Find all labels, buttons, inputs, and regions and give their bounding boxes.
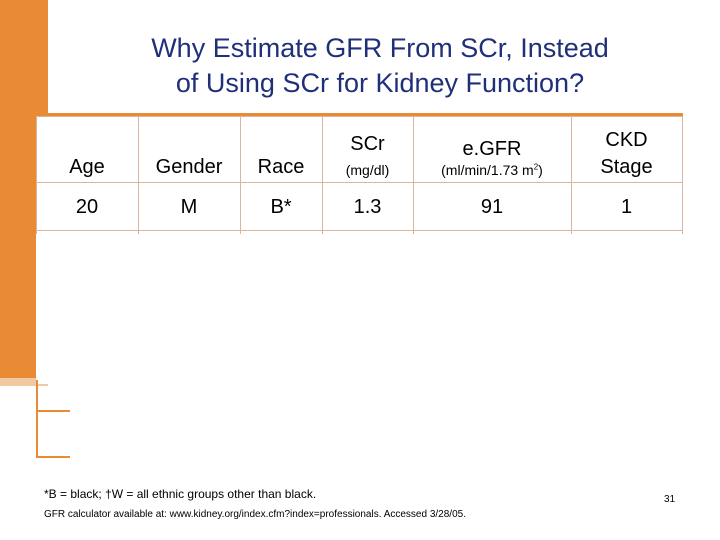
table-col-divider <box>322 116 323 234</box>
table-col-divider <box>571 116 572 234</box>
table-rule-top <box>36 116 683 117</box>
header-scr-unit: (mg/dl) <box>345 162 390 178</box>
data-table: Age Gender Race SCr (mg/dl) e.GFR (ml/mi… <box>36 116 683 384</box>
cell-race: B* <box>270 196 292 218</box>
page-number: 31 <box>664 494 676 505</box>
cell-scr: 1.3 <box>353 196 382 218</box>
title-line-2: of Using SCr for Kidney Function? <box>175 68 585 98</box>
source-citation: GFR calculator available at: www.kidney.… <box>44 509 466 520</box>
title-line-1: Why Estimate GFR From SCr, Instead <box>151 33 609 63</box>
side-tick <box>36 456 70 458</box>
header-ckd-line-1: CKD <box>605 129 648 151</box>
table-rule-header <box>36 182 683 183</box>
cell-gender: M <box>180 196 198 218</box>
cell-ckd-stage: 1 <box>620 196 633 218</box>
title-rule <box>36 113 683 118</box>
header-egfr-unit: (ml/min/1.73 m2) <box>413 162 571 178</box>
side-tick <box>36 410 70 412</box>
table-col-divider <box>240 116 241 234</box>
header-egfr: e.GFR <box>462 138 522 160</box>
table-rule-row <box>36 230 683 231</box>
slide-title: Why Estimate GFR From SCr, Instead of Us… <box>60 31 700 101</box>
table-col-divider <box>413 116 414 234</box>
side-rule <box>36 380 38 458</box>
table-col-divider <box>138 116 139 234</box>
header-ckd-line-2: Stage <box>600 156 653 178</box>
cell-egfr: 91 <box>480 196 504 218</box>
table-col-divider <box>36 116 37 234</box>
header-age: Age <box>69 156 105 178</box>
table-col-divider <box>682 116 683 234</box>
header-race: Race <box>257 156 305 178</box>
egfr-unit-prefix: (ml/min/1.73 m <box>441 162 534 178</box>
header-gender: Gender <box>155 156 223 178</box>
accent-bar-fade <box>0 378 48 386</box>
header-scr: SCr <box>350 133 385 155</box>
cell-age: 20 <box>75 196 99 218</box>
egfr-unit-suffix: ) <box>538 162 543 178</box>
header-ckd-stage: CKD Stage <box>571 127 682 181</box>
egfr-unit-superscript: 2 <box>533 162 539 172</box>
footnote: *B = black; †W = all ethnic groups other… <box>44 487 317 501</box>
